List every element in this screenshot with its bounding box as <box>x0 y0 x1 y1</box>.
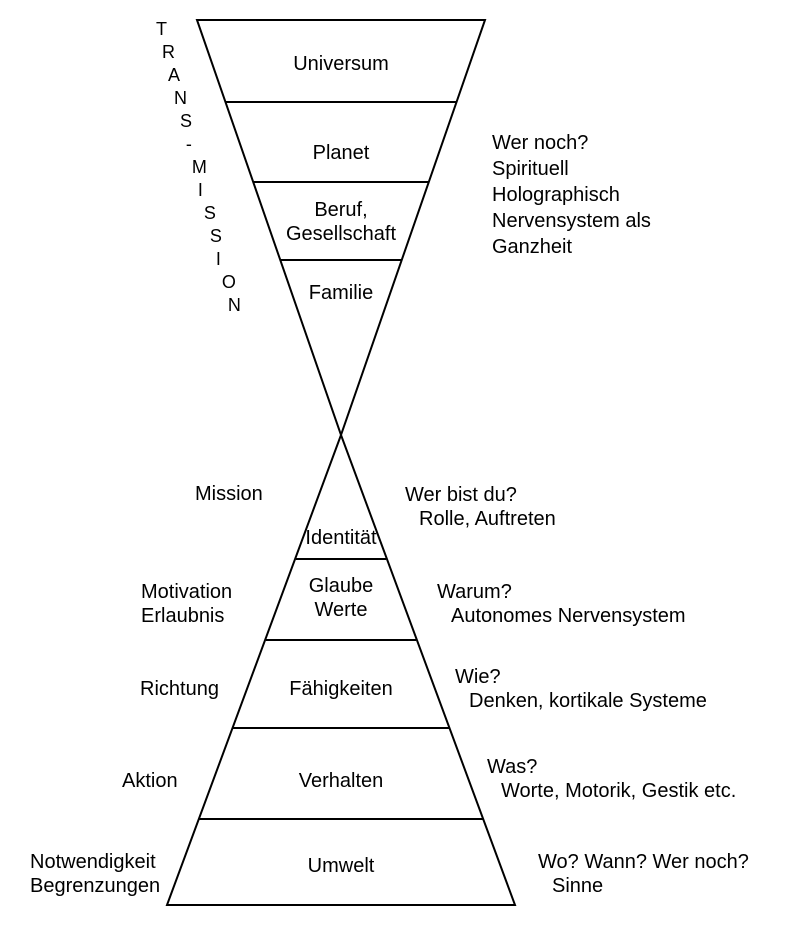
left-annotation-richtung: Richtung <box>140 678 219 701</box>
right-annotation-was: Was? Worte, Motorik, Gestik etc. <box>487 755 736 803</box>
bottom-row-verhalten: Verhalten <box>299 770 384 793</box>
trans-mission-letter: O <box>222 271 236 293</box>
bottom-row-identitaet: Identität <box>305 527 376 550</box>
bottom-row-faehigkeiten: Fähigkeiten <box>289 678 392 701</box>
left-annotation-notwendigkeit: Notwendigkeit Begrenzungen <box>30 850 160 898</box>
right-annotation-wer: Wer bist du? Rolle, Auftreten <box>405 483 556 531</box>
trans-mission-letter: M <box>192 156 207 178</box>
left-annotation-mission: Mission <box>195 483 263 506</box>
top-row-familie: Familie <box>309 282 373 305</box>
trans-mission-letter: S <box>210 225 222 247</box>
trans-mission-letter: S <box>204 202 216 224</box>
right-annotation-wie: Wie? Denken, kortikale Systeme <box>455 665 707 713</box>
trans-mission-letter: T <box>156 18 167 40</box>
trans-mission-letter: R <box>162 41 175 63</box>
trans-mission-letter: I <box>198 179 203 201</box>
trans-mission-letter: S <box>180 110 192 132</box>
trans-mission-letter: N <box>174 87 187 109</box>
left-annotation-motivation: Motivation Erlaubnis <box>141 580 232 628</box>
left-annotation-aktion: Aktion <box>122 770 178 793</box>
top-row-beruf: Beruf, Gesellschaft <box>286 198 396 246</box>
right-annotation-warum: Warum? Autonomes Nervensystem <box>437 580 686 628</box>
right-top-annotation: Wer noch? Spirituell Holographisch Nerve… <box>492 130 651 260</box>
bottom-row-umwelt: Umwelt <box>308 855 375 878</box>
top-row-planet: Planet <box>313 142 370 165</box>
trans-mission-letter: I <box>216 248 221 270</box>
right-annotation-wo: Wo? Wann? Wer noch? Sinne <box>538 850 749 898</box>
trans-mission-letter: A <box>168 64 180 86</box>
bottom-row-glaube: Glaube Werte <box>309 574 374 622</box>
trans-mission-letter: - <box>186 133 192 155</box>
top-row-universum: Universum <box>293 53 389 76</box>
trans-mission-letter: N <box>228 294 241 316</box>
